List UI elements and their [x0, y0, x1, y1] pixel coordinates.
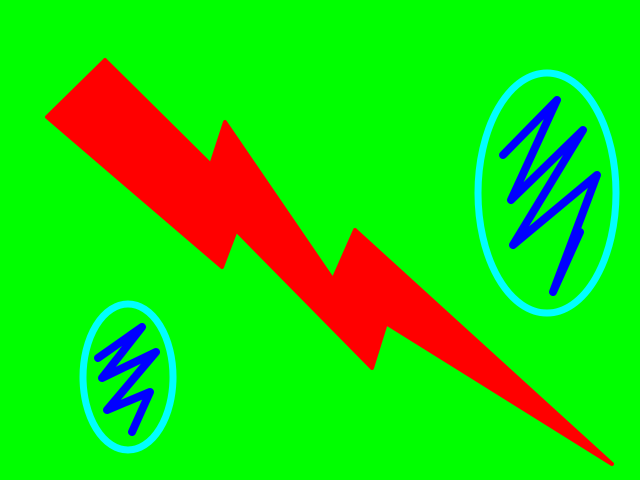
small-zigzag [94, 323, 160, 436]
large-ring-group [474, 69, 620, 317]
small-ring [79, 300, 177, 454]
large-ring [474, 69, 620, 317]
lightning-bolt-shape [45, 58, 614, 466]
small-ring-group [79, 300, 177, 454]
large-zigzag [499, 96, 601, 296]
